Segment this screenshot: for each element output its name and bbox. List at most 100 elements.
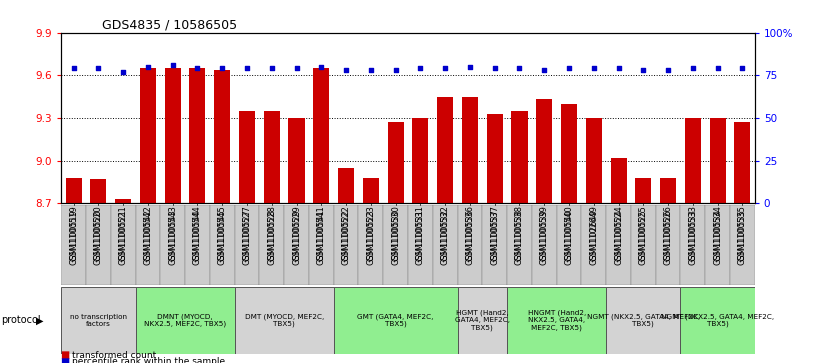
Text: GSM1100531: GSM1100531 [416, 209, 425, 265]
Point [166, 62, 180, 68]
Bar [606, 205, 631, 285]
Text: GSM1100533: GSM1100533 [689, 209, 698, 265]
Point [686, 66, 699, 72]
Text: GSM1100527: GSM1100527 [242, 205, 251, 261]
Text: GSM1100536: GSM1100536 [465, 205, 474, 261]
Bar [214, 70, 230, 203]
Text: GSM1100530: GSM1100530 [391, 205, 400, 261]
Text: HNGMT (Hand2,
NKX2.5, GATA4,
MEF2C, TBX5): HNGMT (Hand2, NKX2.5, GATA4, MEF2C, TBX5… [527, 310, 586, 331]
Bar [210, 205, 235, 285]
Bar [239, 111, 255, 203]
Bar [384, 205, 408, 285]
Point [339, 67, 353, 73]
Text: GSM1100537: GSM1100537 [490, 209, 499, 265]
Bar [656, 205, 681, 285]
Point [92, 66, 105, 72]
Bar [462, 97, 478, 203]
Text: ■: ■ [61, 350, 73, 360]
Text: GSM1100519: GSM1100519 [69, 209, 78, 265]
Text: transformed count: transformed count [72, 351, 156, 359]
Text: GSM1100545: GSM1100545 [218, 205, 227, 261]
Text: GSM1100536: GSM1100536 [465, 209, 474, 265]
Text: GSM1100543: GSM1100543 [168, 209, 177, 265]
Text: GSM1100532: GSM1100532 [441, 209, 450, 265]
Text: GSM1100542: GSM1100542 [144, 209, 153, 265]
Bar [561, 104, 577, 203]
Point [588, 66, 601, 72]
Text: GSM1100528: GSM1100528 [268, 205, 277, 261]
Text: GSM1100542: GSM1100542 [144, 205, 153, 261]
Bar [610, 158, 627, 203]
Text: GSM1100535: GSM1100535 [738, 209, 747, 265]
Text: GSM1100527: GSM1100527 [242, 209, 251, 265]
Bar [681, 287, 755, 354]
Point [636, 67, 650, 73]
Point [215, 66, 228, 72]
Bar [135, 205, 160, 285]
Bar [160, 205, 185, 285]
Bar [734, 122, 751, 203]
Bar [582, 205, 606, 285]
Bar [338, 168, 354, 203]
Text: GSM1100541: GSM1100541 [317, 209, 326, 265]
Bar [189, 68, 206, 203]
Bar [660, 178, 676, 203]
Point [612, 66, 625, 72]
Bar [437, 97, 453, 203]
Text: GSM1100530: GSM1100530 [391, 209, 400, 265]
Point [141, 64, 154, 70]
Text: GSM1100520: GSM1100520 [94, 209, 103, 265]
Point [191, 66, 204, 72]
Bar [636, 178, 651, 203]
Text: GSM1100524: GSM1100524 [614, 209, 623, 265]
Bar [685, 118, 701, 203]
Bar [532, 205, 557, 285]
Point [414, 66, 427, 72]
Text: DMNT (MYOCD,
NKX2.5, MEF2C, TBX5): DMNT (MYOCD, NKX2.5, MEF2C, TBX5) [144, 313, 226, 327]
Text: NGMT (NKX2.5, GATA4, MEF2C,
TBX5): NGMT (NKX2.5, GATA4, MEF2C, TBX5) [587, 313, 700, 327]
Text: GSM1100524: GSM1100524 [614, 205, 623, 261]
Text: ■: ■ [61, 356, 73, 363]
Bar [482, 205, 507, 285]
Bar [91, 179, 106, 203]
Point [265, 66, 278, 72]
Bar [606, 287, 681, 354]
Bar [313, 68, 330, 203]
Bar [512, 111, 527, 203]
Text: GSM1100544: GSM1100544 [193, 209, 202, 265]
Text: GSM1100528: GSM1100528 [268, 209, 277, 265]
Text: GSM1100531: GSM1100531 [416, 205, 425, 261]
Bar [115, 199, 131, 203]
Bar [536, 99, 552, 203]
Text: GSM1100539: GSM1100539 [539, 209, 548, 265]
Bar [235, 287, 334, 354]
Text: GSM1100544: GSM1100544 [193, 205, 202, 261]
Bar [86, 205, 111, 285]
Text: GSM1100534: GSM1100534 [713, 209, 722, 265]
Text: ▶: ▶ [36, 315, 43, 325]
Text: protocol: protocol [1, 315, 41, 325]
Bar [309, 205, 334, 285]
Bar [408, 205, 432, 285]
Bar [289, 118, 304, 203]
Bar [681, 205, 705, 285]
Bar [334, 205, 358, 285]
Bar [185, 205, 210, 285]
Text: GSM1100534: GSM1100534 [713, 205, 722, 261]
Bar [235, 205, 259, 285]
Bar [631, 205, 656, 285]
Text: GSM1100519: GSM1100519 [69, 205, 78, 261]
Text: GSM1100525: GSM1100525 [639, 205, 648, 261]
Bar [165, 68, 180, 203]
Text: GSM1100529: GSM1100529 [292, 209, 301, 265]
Text: GSM1100538: GSM1100538 [515, 205, 524, 261]
Text: GSM1100529: GSM1100529 [292, 205, 301, 261]
Text: GSM1100539: GSM1100539 [539, 205, 548, 261]
Bar [710, 118, 725, 203]
Text: GSM1100540: GSM1100540 [565, 205, 574, 261]
Bar [586, 118, 602, 203]
Text: GSM1100540: GSM1100540 [565, 209, 574, 265]
Point [315, 64, 328, 70]
Text: percentile rank within the sample: percentile rank within the sample [72, 357, 225, 363]
Bar [705, 205, 730, 285]
